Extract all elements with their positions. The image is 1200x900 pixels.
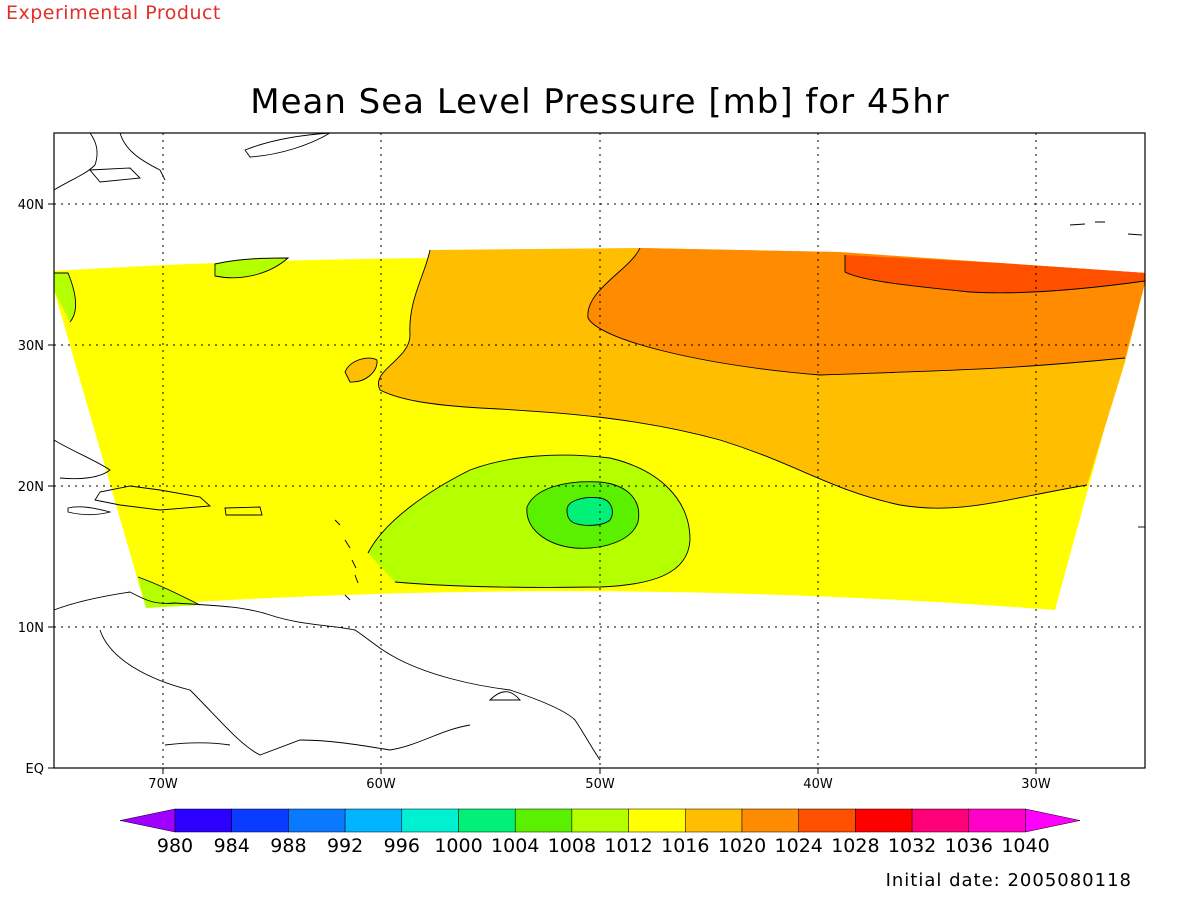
map-title: Mean Sea Level Pressure [mb] for 45hr: [250, 82, 950, 122]
colorbar-label: 992: [327, 835, 363, 857]
colorbar-swatch: [685, 808, 743, 833]
colorbar-swatch: [571, 808, 629, 833]
colorbar-swatch: [288, 808, 346, 833]
colorbar-swatch: [231, 808, 289, 833]
colorbar-label: 1024: [775, 835, 823, 857]
lon-label-60w: 60W: [366, 777, 396, 792]
band-1028-1032: [845, 255, 1145, 293]
colorbar-label: 1008: [548, 835, 596, 857]
band-patch-sw: [138, 577, 200, 608]
colorbar-label: 1000: [434, 835, 482, 857]
tick-marks: [48, 203, 1037, 774]
colorbar-label: 980: [157, 835, 193, 857]
lat-label-30n: 30N: [18, 339, 44, 354]
colorbar-label: 1028: [831, 835, 879, 857]
band-patch-nw: [215, 258, 288, 278]
colorbar-swatch: [798, 808, 856, 833]
colorbar-swatch: [628, 808, 686, 833]
colorbar-swatch: [344, 808, 403, 833]
colorbar-arrow-low: [119, 808, 176, 833]
colorbar-swatch: [514, 808, 573, 833]
colorbar-arrow-high: [1025, 808, 1081, 833]
initial-date-label: Initial date: 2005080118: [885, 870, 1132, 891]
colorbar-label: 1016: [661, 835, 709, 857]
colorbar-swatch: [911, 808, 970, 833]
coastlines: [54, 133, 1145, 761]
pressure-field: [54, 133, 1145, 761]
colorbar-label: 984: [214, 835, 250, 857]
lon-label-70w: 70W: [148, 777, 178, 792]
lat-axis-labels: EQ 10N 20N 30N 40N: [18, 198, 44, 777]
lat-label-10n: 10N: [18, 621, 44, 636]
colorbar-label: 1012: [604, 835, 652, 857]
colorbar: 980 984 988 992 996 1000 1004 1008 1012 1016 1020 1…: [119, 808, 1081, 857]
lon-label-50w: 50W: [585, 777, 615, 792]
colorbar-swatch: [174, 808, 232, 833]
lon-axis-labels: 70W 60W 50W 40W 30W: [148, 777, 1051, 792]
band-patch-west: [54, 273, 76, 322]
colorbar-swatch: [401, 808, 459, 833]
colorbar-label: 1040: [1001, 835, 1049, 857]
colorbar-label: 988: [270, 835, 306, 857]
lat-label-40n: 40N: [18, 198, 44, 213]
colorbar-label: 1036: [945, 835, 993, 857]
lon-label-30w: 30W: [1021, 777, 1051, 792]
colorbar-label: 1004: [491, 835, 539, 857]
band-1004-1008: [567, 497, 613, 526]
lat-label-20n: 20N: [18, 480, 44, 495]
colorbar-swatch: [968, 808, 1026, 833]
colorbar-swatch: [458, 808, 516, 833]
colorbar-label: 1032: [888, 835, 936, 857]
contour-lines: [54, 247, 1145, 606]
lat-label-eq: EQ: [26, 762, 44, 777]
experimental-product-label: Experimental Product: [6, 2, 221, 24]
colorbar-swatch: [741, 808, 799, 833]
colorbar-label: 1020: [718, 835, 766, 857]
colorbar-label: 996: [384, 835, 420, 857]
gridlines: [54, 133, 1145, 768]
colorbar-swatch: [855, 808, 913, 833]
lon-label-40w: 40W: [803, 777, 833, 792]
